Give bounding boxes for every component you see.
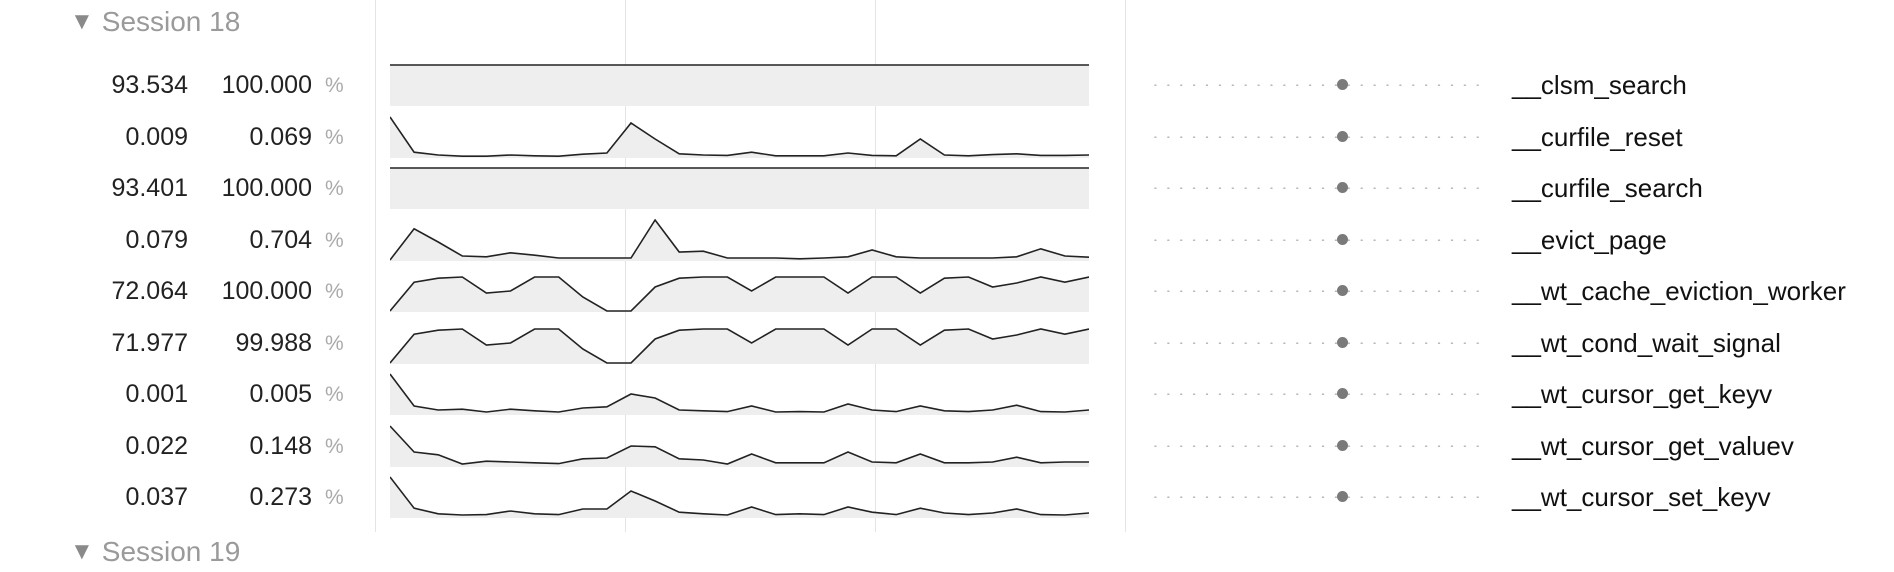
sparkline-line: [390, 424, 1089, 465]
percent-value: 0.273: [249, 483, 312, 511]
dotted-leader: [1149, 341, 1484, 344]
percent-value: 100.000: [221, 71, 312, 99]
time-value: 0.022: [125, 431, 188, 460]
dotted-leader: [1149, 290, 1484, 292]
sparkline: [390, 373, 1089, 415]
dotted-leader: [1149, 444, 1484, 447]
position-marker-icon[interactable]: [1337, 233, 1348, 245]
grid-line-2: [875, 0, 876, 532]
sparkline: [390, 424, 1089, 467]
position-marker-icon[interactable]: [1337, 439, 1348, 451]
column-divider-right: [1125, 0, 1126, 532]
time-value: 93.401: [111, 174, 188, 202]
percent-symbol: %: [325, 383, 344, 406]
position-marker-icon[interactable]: [1337, 336, 1348, 348]
dotted-leader: [1149, 135, 1484, 138]
collapse-triangle-icon[interactable]: ▼: [70, 8, 94, 35]
position-marker-icon[interactable]: [1337, 79, 1348, 90]
function-name[interactable]: __wt_cond_wait_signal: [1512, 327, 1781, 358]
dotted-leader: [1149, 496, 1484, 498]
function-name[interactable]: __wt_cache_eviction_worker: [1512, 276, 1846, 306]
percent-value: 0.069: [249, 122, 312, 151]
position-marker-icon[interactable]: [1337, 130, 1348, 142]
percent-symbol: %: [325, 228, 344, 252]
function-row[interactable]: 93.401 100.000% __curfile_search: [0, 163, 1894, 213]
session-label: Session 18: [101, 6, 241, 37]
sparkline-area: [390, 116, 1089, 158]
grid-line-1: [625, 0, 626, 532]
position-marker-icon[interactable]: [1337, 182, 1348, 193]
session-header[interactable]: ▼ Session 18: [70, 2, 240, 42]
sparkline-line: [390, 116, 1089, 157]
position-marker-icon[interactable]: [1337, 388, 1348, 399]
sparkline-line: [390, 276, 1089, 312]
sparkline-area: [390, 219, 1089, 261]
function-row[interactable]: 0.001 0.005% __wt_cursor_get_keyv: [0, 369, 1894, 419]
time-value: 71.977: [111, 328, 188, 357]
sparkline: [390, 116, 1089, 158]
sparkline-line: [390, 373, 1089, 413]
percent-symbol: %: [325, 486, 344, 509]
percent-value: 0.148: [249, 431, 312, 460]
sparkline-area: [390, 477, 1089, 518]
sparkline-line: [390, 476, 1089, 516]
function-name[interactable]: __wt_cursor_set_keyv: [1512, 482, 1771, 512]
sparkline-area: [390, 328, 1089, 364]
function-row[interactable]: 93.534 100.000% __clsm_search: [0, 60, 1894, 110]
function-name[interactable]: __clsm_search: [1512, 70, 1687, 100]
dotted-leader: [1149, 238, 1484, 241]
next-session-header[interactable]: ▼ Session 19: [70, 532, 240, 572]
function-name[interactable]: __curfile_reset: [1512, 121, 1683, 152]
session-label: Session 19: [101, 536, 241, 567]
dotted-leader: [1149, 187, 1484, 189]
function-row[interactable]: 0.022 0.148% __wt_cursor_get_valuev: [0, 421, 1894, 471]
function-name[interactable]: __evict_page: [1512, 224, 1667, 255]
sparkline-area: [390, 168, 1089, 209]
function-row[interactable]: 0.079 0.704% __evict_page: [0, 215, 1894, 265]
percent-symbol: %: [325, 331, 344, 355]
sparkline-area: [390, 65, 1089, 106]
time-value: 0.037: [125, 483, 188, 511]
collapse-triangle-icon[interactable]: ▼: [70, 538, 94, 565]
time-value: 0.009: [125, 122, 188, 151]
percent-symbol: %: [325, 177, 344, 200]
sparkline-line: [390, 327, 1089, 364]
sparkline: [390, 276, 1089, 312]
function-row[interactable]: 0.037 0.273% __wt_cursor_set_keyv: [0, 472, 1894, 522]
percent-value: 100.000: [221, 277, 312, 305]
percent-value: 0.704: [249, 225, 312, 254]
sparkline-line: [390, 218, 1089, 260]
column-divider-left: [375, 0, 376, 532]
percent-symbol: %: [325, 280, 344, 303]
sparkline: [390, 218, 1089, 261]
function-row[interactable]: 72.064 100.000% __wt_cache_eviction_worker: [0, 266, 1894, 316]
sparkline: [390, 327, 1089, 364]
function-row[interactable]: 71.977 99.988% __wt_cond_wait_signal: [0, 318, 1894, 368]
time-value: 0.079: [125, 225, 188, 254]
position-marker-icon[interactable]: [1337, 491, 1348, 502]
function-name[interactable]: __curfile_search: [1512, 173, 1703, 203]
time-value: 0.001: [125, 380, 188, 408]
dotted-leader: [1149, 393, 1484, 395]
sparkline: [390, 167, 1089, 209]
percent-symbol: %: [325, 125, 344, 149]
percent-symbol: %: [325, 434, 344, 458]
function-name[interactable]: __wt_cursor_get_keyv: [1512, 379, 1773, 409]
sparkline: [390, 476, 1089, 518]
position-marker-icon[interactable]: [1337, 285, 1348, 296]
percent-value: 100.000: [221, 174, 312, 202]
dotted-leader: [1149, 84, 1484, 86]
percent-symbol: %: [325, 74, 344, 97]
function-name[interactable]: __wt_cursor_get_valuev: [1512, 430, 1794, 461]
sparkline-area: [390, 374, 1089, 415]
time-value: 72.064: [111, 277, 188, 305]
function-row[interactable]: 0.009 0.069% __curfile_reset: [0, 112, 1894, 162]
percent-value: 0.005: [249, 380, 312, 408]
percent-value: 99.988: [235, 328, 312, 357]
sparkline-area: [390, 277, 1089, 312]
time-value: 93.534: [111, 71, 188, 99]
sparkline: [390, 64, 1089, 106]
